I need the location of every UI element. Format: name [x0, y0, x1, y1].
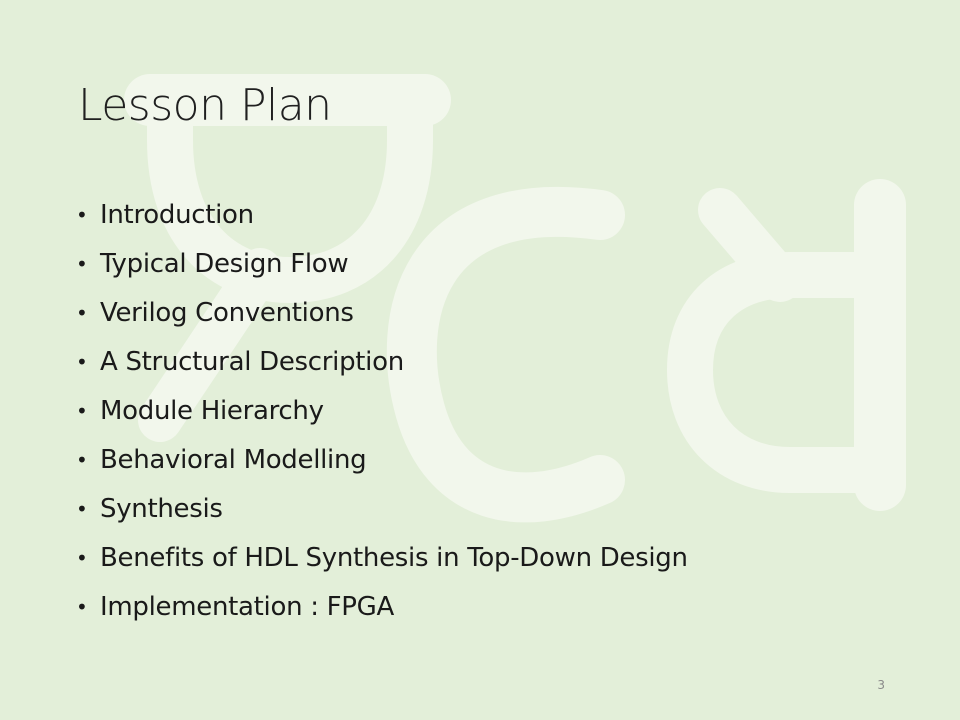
- bullet-dot: •: [76, 251, 88, 276]
- bullet-dot: •: [76, 447, 88, 472]
- bullet-list: • Introduction • Typical Design Flow • V…: [76, 190, 688, 631]
- bullet-text: A Structural Description: [100, 346, 404, 377]
- bullet-dot: •: [76, 349, 88, 374]
- bullet-item: • Introduction: [76, 190, 688, 239]
- bullet-item: • A Structural Description: [76, 337, 688, 386]
- bullet-text: Implementation : FPGA: [100, 591, 395, 622]
- bullet-text: Behavioral Modelling: [100, 444, 367, 475]
- bullet-dot: •: [76, 300, 88, 325]
- bullet-text: Typical Design Flow: [100, 248, 349, 279]
- bullet-item: • Behavioral Modelling: [76, 435, 688, 484]
- bullet-dot: •: [76, 202, 88, 227]
- watermark-r2-bowl: [667, 252, 903, 493]
- bullet-dot: •: [76, 545, 88, 570]
- bullet-dot: •: [76, 398, 88, 423]
- bullet-text: Module Hierarchy: [100, 395, 324, 426]
- bullet-dot: •: [76, 594, 88, 619]
- bullet-item: • Benefits of HDL Synthesis in Top-Down …: [76, 533, 688, 582]
- bullet-dot: •: [76, 496, 88, 521]
- bullet-text: Introduction: [100, 199, 254, 230]
- watermark-r2-leg: [698, 188, 802, 302]
- bullet-item: • Verilog Conventions: [76, 288, 688, 337]
- bullet-item: • Module Hierarchy: [76, 386, 688, 435]
- bullet-item: • Synthesis: [76, 484, 688, 533]
- bullet-item: • Implementation : FPGA: [76, 582, 688, 631]
- bullet-item: • Typical Design Flow: [76, 239, 688, 288]
- bullet-text: Verilog Conventions: [100, 297, 354, 328]
- bullet-text: Benefits of HDL Synthesis in Top-Down De…: [100, 542, 688, 573]
- slide-title: Lesson Plan: [78, 80, 332, 131]
- slide-number: 3: [877, 678, 885, 692]
- bullet-text: Synthesis: [100, 493, 223, 524]
